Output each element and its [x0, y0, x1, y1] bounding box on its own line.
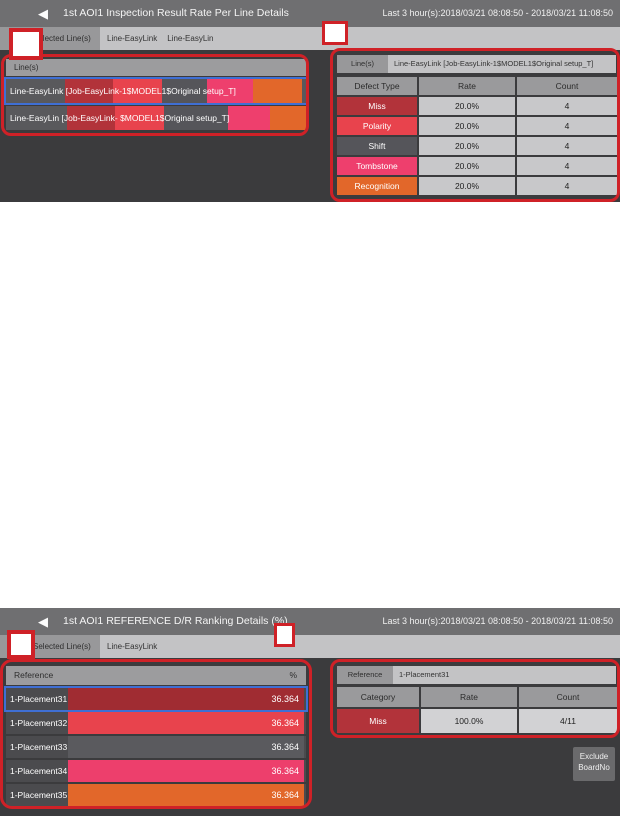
annotation-marker-1 [9, 28, 43, 60]
defect-cell-tombstone: Tombstone [337, 157, 417, 175]
ranking-row-value: 36.364 [271, 718, 299, 728]
annotation-marker-2 [322, 21, 348, 45]
ranking-row[interactable]: 1-Placement32 36.364 [6, 712, 306, 734]
exclude-boardno-button[interactable]: Exclude BoardNo [573, 747, 615, 781]
detail-tab-label: Line(s) [337, 55, 388, 73]
tab-line-easylink[interactable]: Line-EasyLink [107, 642, 158, 651]
back-arrow-icon[interactable]: ◀ [38, 6, 48, 21]
time-range-label: Last 3 hour(s):2018/03/21 08:08:50 - 201… [382, 616, 613, 626]
rate-cell: 20.0% [419, 117, 515, 135]
tab-line-easylink[interactable]: Line-EasyLink [107, 34, 158, 43]
bar-segment-recognition [270, 106, 308, 130]
col-header-count: Count [517, 77, 617, 95]
page-title: 1st AOI1 Inspection Result Rate Per Line… [63, 7, 289, 19]
ranking-bar [68, 760, 304, 782]
line-tabs: Line-EasyLink Line-EasyLin [107, 27, 214, 50]
ranking-bar [68, 784, 304, 806]
rate-cell: 100.0% [421, 709, 517, 733]
col-header-count: Count [519, 687, 617, 707]
bar-segment-tombstone [207, 79, 253, 103]
ranking-row-value: 36.364 [271, 790, 299, 800]
annotation-marker-3 [7, 630, 35, 659]
col-header-defect-type: Defect Type [337, 77, 417, 95]
ranking-bar [68, 712, 304, 734]
detail-tabbar: Line(s) Line-EasyLink [Job-EasyLink-1$MO… [337, 55, 616, 73]
panel-header: ◀ 1st AOI1 REFERENCE D/R Ranking Details… [0, 608, 620, 635]
exclude-button-line2: BoardNo [578, 762, 610, 772]
ranking-row-value: 36.364 [271, 742, 299, 752]
defect-cell-miss: Miss [337, 97, 417, 115]
line-tabs: Line-EasyLink [107, 635, 157, 658]
rate-cell: 20.0% [419, 137, 515, 155]
ranking-bar [68, 688, 304, 710]
selected-lines-tabbar: Selected Line(s) Line-EasyLink [0, 635, 620, 658]
bar-segment-polarity [113, 79, 162, 103]
col-header-rate: Rate [421, 687, 517, 707]
category-cell-miss: Miss [337, 709, 419, 733]
col-header-category: Category [337, 687, 419, 707]
inspection-rate-panel: ◀ 1st AOI1 Inspection Result Rate Per Li… [0, 0, 620, 202]
rate-cell: 20.0% [419, 157, 515, 175]
tab-line-easylin[interactable]: Line-EasyLin [167, 34, 214, 43]
ranking-row-label: 1-Placement31 [10, 694, 68, 704]
count-cell: 4 [517, 137, 617, 155]
bar-segment-tombstone [228, 106, 270, 130]
line-row-label: Line-EasyLin [Job-EasyLink- $MODEL1$Orig… [10, 113, 230, 123]
annotation-marker-4 [274, 623, 295, 647]
ranking-bar [68, 736, 304, 758]
ranking-row-label: 1-Placement34 [10, 766, 68, 776]
category-table: Category Rate Count Miss 100.0% 4/11 [336, 686, 617, 734]
bar-segment-shift [162, 79, 207, 103]
ranking-row-value: 36.364 [271, 694, 299, 704]
reference-tab-label: Reference [337, 666, 393, 684]
count-cell: 4 [517, 117, 617, 135]
ranking-row-label: 1-Placement35 [10, 790, 68, 800]
ranking-row-label: 1-Placement32 [10, 718, 68, 728]
reference-ranking-panel: ◀ 1st AOI1 REFERENCE D/R Ranking Details… [0, 608, 620, 816]
line-bar-row-selected[interactable]: Line-EasyLink [Job-EasyLink-1$MODEL1$Ori… [6, 79, 306, 103]
ranking-row-label: 1-Placement33 [10, 742, 68, 752]
line-bar-row[interactable]: Line-EasyLin [Job-EasyLink- $MODEL1$Orig… [6, 106, 308, 130]
bar-segment-miss [65, 79, 113, 103]
ranking-row[interactable]: 1-Placement34 36.364 [6, 760, 306, 782]
count-cell: 4/11 [519, 709, 617, 733]
panel-header: ◀ 1st AOI1 Inspection Result Rate Per Li… [0, 0, 620, 27]
rate-cell: 20.0% [419, 97, 515, 115]
count-cell: 4 [517, 97, 617, 115]
defect-table: Defect Type Rate Count Miss 20.0% 4 Pola… [336, 76, 617, 196]
selected-lines-tabbar: Selected Line(s) Line-EasyLink Line-Easy… [0, 27, 620, 50]
page-title: 1st AOI1 REFERENCE D/R Ranking Details (… [63, 615, 288, 627]
back-arrow-icon[interactable]: ◀ [38, 614, 48, 629]
bar-segment-recognition [253, 79, 302, 103]
lines-section-header: Line(s) [6, 59, 306, 76]
ranking-row[interactable]: 1-Placement33 36.364 [6, 736, 306, 758]
reference-detail-tabbar: Reference 1-Placement31 [337, 666, 616, 684]
defect-cell-recognition: Recognition [337, 177, 417, 195]
ranking-row-selected[interactable]: 1-Placement31 36.364 [6, 688, 306, 710]
bar-segment-miss [67, 106, 115, 130]
rate-cell: 20.0% [419, 177, 515, 195]
defect-cell-shift: Shift [337, 137, 417, 155]
detail-tab-selected[interactable]: Line-EasyLink [Job-EasyLink-1$MODEL1$Ori… [394, 59, 594, 68]
count-cell: 4 [517, 177, 617, 195]
line-row-label: Line-EasyLink [Job-EasyLink-1$MODEL1$Ori… [10, 86, 236, 96]
ranking-row[interactable]: 1-Placement35 36.364 [6, 784, 306, 806]
col-header-rate: Rate [419, 77, 515, 95]
reference-tab-selected[interactable]: 1-Placement31 [399, 670, 450, 679]
percent-header-label: % [289, 670, 297, 680]
bar-segment-polarity [115, 106, 164, 130]
reference-section-header: Reference % [6, 666, 306, 685]
exclude-button-line1: Exclude [579, 752, 609, 761]
defect-cell-polarity: Polarity [337, 117, 417, 135]
count-cell: 4 [517, 157, 617, 175]
ranking-row-value: 36.364 [271, 766, 299, 776]
reference-header-label: Reference [14, 670, 54, 680]
time-range-label: Last 3 hour(s):2018/03/21 08:08:50 - 201… [382, 8, 613, 18]
bar-segment-shift [164, 106, 228, 130]
